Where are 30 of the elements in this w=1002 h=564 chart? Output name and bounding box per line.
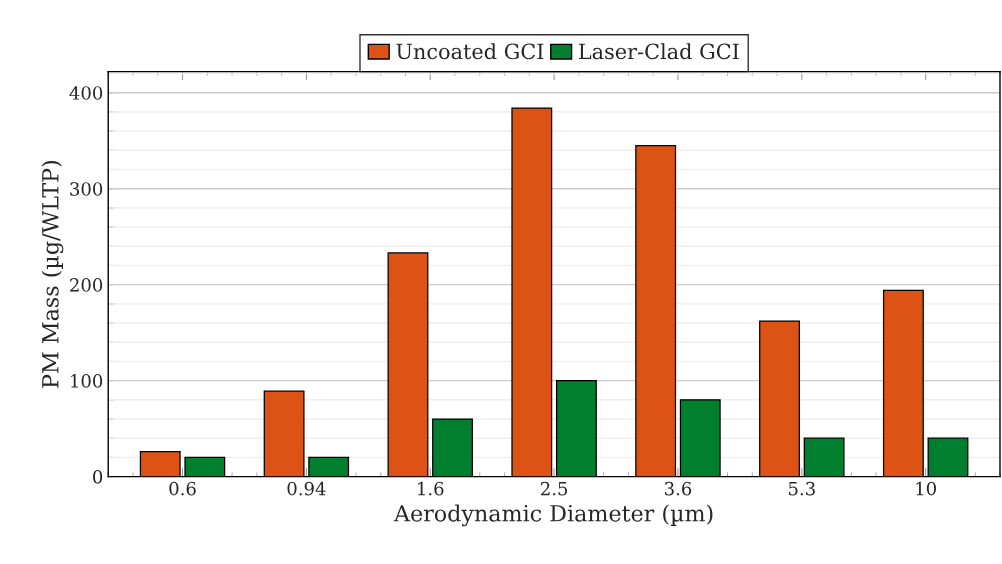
bar (387, 252, 429, 477)
x-tick-label: 10 (916, 481, 936, 496)
y-tick-label: 400 (69, 86, 103, 100)
x-tick-label: 0.94 (287, 481, 326, 496)
bar (803, 437, 845, 477)
bar (927, 437, 969, 477)
bar (432, 418, 473, 477)
y-tick-label: 300 (70, 182, 103, 196)
bar (555, 379, 597, 477)
bar (759, 320, 800, 477)
y-tick-label: 200 (70, 278, 103, 292)
bar (882, 289, 924, 477)
legend-label: Uncoated GCI (396, 43, 544, 60)
x-tick-label: 0.6 (169, 481, 196, 496)
bar (263, 390, 305, 477)
x-axis-title: Aerodynamic Diameter (µm) (393, 504, 713, 527)
y-tick-label: 0 (93, 470, 103, 484)
bar (184, 456, 226, 477)
x-tick-label: 2.5 (540, 481, 568, 496)
x-tick-label: 5.3 (789, 481, 815, 496)
bar (511, 107, 553, 477)
y-axis-title: PM Mass (µg/WLTP) (41, 161, 64, 388)
bar (635, 144, 677, 477)
bar (308, 456, 350, 477)
y-tick-label: 100 (71, 374, 103, 388)
bar (139, 451, 181, 477)
legend-label: Laser-Clad GCI (578, 43, 739, 60)
x-tick-label: 3.6 (664, 481, 692, 496)
x-tick-label: 1.6 (418, 481, 444, 496)
bar (679, 399, 721, 477)
